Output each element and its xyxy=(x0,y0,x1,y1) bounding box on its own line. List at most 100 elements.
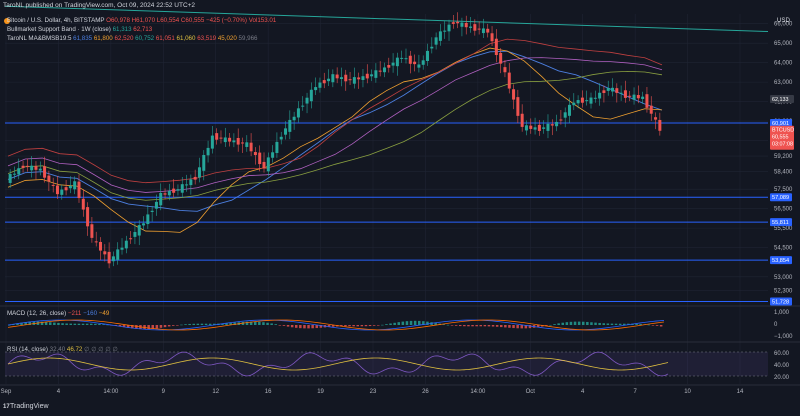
candle-body xyxy=(378,70,382,72)
candle-body xyxy=(159,192,163,206)
macd-histogram-bar xyxy=(495,325,499,327)
candle-body xyxy=(167,191,171,196)
macd-histogram-bar xyxy=(208,323,212,325)
macd-histogram-bar xyxy=(200,323,204,325)
macd-histogram-bar xyxy=(254,321,257,325)
macd-histogram-bar xyxy=(249,321,253,325)
candle-body xyxy=(258,152,262,165)
macd-histogram-bar xyxy=(16,323,19,325)
macd-histogram-bar xyxy=(573,321,577,325)
macd-histogram-bar xyxy=(569,321,573,325)
ma-line-purple xyxy=(7,57,663,193)
candle-body xyxy=(77,181,81,199)
macd-value-2: −160 xyxy=(83,310,98,317)
candle-body xyxy=(193,176,197,180)
macd-tick-label: −1,000 xyxy=(774,334,793,340)
ma-value-7: 45,020 xyxy=(217,35,237,42)
macd-histogram-bar xyxy=(344,325,347,327)
y-tick-label: 58,400 xyxy=(774,170,793,176)
ma-name: TaroNL MA&BMSB19:5 xyxy=(7,35,72,42)
rsi-label: RSI (14, close) xyxy=(7,346,48,353)
macd-legend[interactable]: MACD (12, 26, close) −211 −160 −49 xyxy=(7,310,109,318)
macd-histogram-bar xyxy=(450,325,454,326)
candle-body xyxy=(649,105,653,114)
macd-histogram-bar xyxy=(623,323,626,325)
candle-body xyxy=(73,181,77,190)
macd-histogram-bar xyxy=(659,325,663,327)
candle-body xyxy=(309,89,313,102)
candle-body xyxy=(116,249,120,260)
candle-body xyxy=(111,256,115,262)
candle-body xyxy=(576,100,580,104)
candle-body xyxy=(146,214,150,225)
macd-histogram-bar xyxy=(467,325,470,327)
rsi-dots: ∅ ∅ ∅ ∅ ∅ xyxy=(84,346,118,353)
rsi-legend[interactable]: RSI (14, close) 32.40 46.72 ∅ ∅ ∅ ∅ ∅ xyxy=(7,346,118,354)
macd-histogram-bar xyxy=(586,321,589,325)
price-tag-label: BTCUSD xyxy=(772,128,794,134)
macd-histogram-bar xyxy=(422,321,425,325)
macd-histogram-bar xyxy=(348,325,351,327)
candle-body xyxy=(129,238,133,240)
candle-body xyxy=(142,223,146,226)
macd-histogram-bar xyxy=(360,325,364,327)
macd-histogram-bar xyxy=(434,322,437,325)
candle-body xyxy=(357,77,361,80)
candle-body xyxy=(567,104,571,116)
currency-label[interactable]: USD xyxy=(776,17,790,24)
macd-histogram-bar xyxy=(389,323,392,325)
ma-value-4: 61,051 xyxy=(155,35,175,42)
candle-body xyxy=(90,224,94,238)
candle-body xyxy=(348,79,352,81)
candle-body xyxy=(598,92,602,99)
bmsb-legend[interactable]: Bullmarket Support Band · 1W (close) 61,… xyxy=(7,26,152,34)
candle-body xyxy=(352,77,356,84)
bitcoin-icon xyxy=(4,18,10,24)
candle-body xyxy=(339,77,343,80)
macd-histogram-bar xyxy=(512,325,515,329)
macd-histogram-bar xyxy=(315,325,318,329)
macd-histogram-bar xyxy=(647,324,651,326)
bmsb-value-2: 62,713 xyxy=(133,26,153,33)
macd-histogram-bar xyxy=(61,323,64,325)
macd-histogram-bar xyxy=(126,325,130,328)
macd-histogram-bar xyxy=(290,325,294,328)
macd-histogram-bar xyxy=(90,323,93,325)
macd-histogram-bar xyxy=(594,322,597,325)
x-tick-label: 4 xyxy=(57,389,61,395)
candle-body xyxy=(550,124,554,126)
y-tick-label: 53,000 xyxy=(774,275,793,281)
candle-body xyxy=(180,184,184,193)
macd-histogram-bar xyxy=(44,321,48,325)
macd-histogram-bar xyxy=(295,325,298,328)
macd-histogram-bar xyxy=(229,322,232,325)
y-tick-label: 63,000 xyxy=(774,80,793,86)
candle-body xyxy=(438,31,442,41)
ma-line-red xyxy=(7,38,663,184)
candle-body xyxy=(499,52,503,64)
ma-value-8: 59,966 xyxy=(238,35,258,42)
candle-body xyxy=(555,121,559,127)
ma-value-5: 61,060 xyxy=(176,35,196,42)
support-tag xyxy=(770,193,792,202)
ma-legend[interactable]: TaroNL MA&BMSB19:5 61,835 61,800 62,520 … xyxy=(7,35,257,43)
macd-histogram-bar xyxy=(606,323,610,325)
candle-body xyxy=(619,92,623,94)
candle-body xyxy=(546,123,550,131)
support-tag-label: 57,089 xyxy=(772,195,789,201)
rsi-tick-label: 20.00 xyxy=(774,375,790,381)
macd-histogram-bar xyxy=(459,325,462,327)
candle-body xyxy=(223,137,227,143)
macd-histogram-bar xyxy=(504,325,507,328)
candle-body xyxy=(25,165,29,167)
candle-body xyxy=(34,166,38,170)
macd-histogram-bar xyxy=(340,325,343,327)
macd-histogram-bar xyxy=(352,325,355,327)
candle-body xyxy=(361,76,365,80)
macd-histogram-bar xyxy=(520,325,523,329)
candle-body xyxy=(542,127,546,129)
candle-body xyxy=(236,138,240,145)
candle-body xyxy=(305,97,309,104)
macd-histogram-bar xyxy=(188,323,191,325)
